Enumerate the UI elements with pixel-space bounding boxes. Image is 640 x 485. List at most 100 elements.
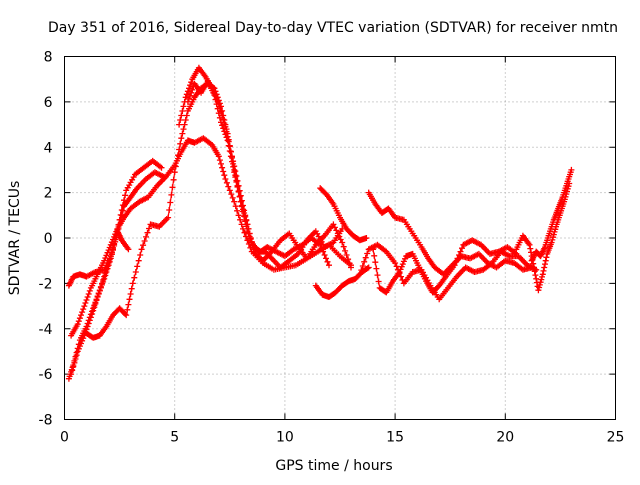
series-trace-4 xyxy=(68,135,354,339)
series-trace-13 xyxy=(528,166,575,264)
data-point xyxy=(536,281,543,288)
data-point xyxy=(123,312,130,319)
data-point xyxy=(320,248,327,255)
y-tick-label: -8 xyxy=(39,413,53,429)
data-point xyxy=(104,265,111,272)
data-point xyxy=(234,177,241,184)
data-point xyxy=(184,88,191,95)
data-point xyxy=(214,105,221,112)
data-point xyxy=(237,192,244,199)
data-point xyxy=(106,258,113,265)
data-point xyxy=(140,242,147,249)
data-point xyxy=(340,243,347,250)
data-point xyxy=(78,312,84,319)
data-point xyxy=(86,287,93,294)
data-point xyxy=(137,252,144,258)
data-point xyxy=(238,203,245,210)
data-point xyxy=(215,153,222,160)
data-point xyxy=(218,119,224,126)
data-point xyxy=(243,223,250,230)
data-point xyxy=(223,134,230,141)
data-point xyxy=(550,231,557,238)
data-point xyxy=(125,301,132,308)
data-point xyxy=(566,180,573,187)
data-point xyxy=(122,311,129,317)
data-point xyxy=(231,163,238,170)
data-point xyxy=(219,164,226,171)
data-point xyxy=(240,208,246,215)
data-point xyxy=(89,311,96,317)
data-point xyxy=(240,225,246,232)
data-point xyxy=(245,230,252,237)
data-point xyxy=(235,212,242,219)
series-trace-1 xyxy=(65,228,132,289)
y-tick-label: 6 xyxy=(44,95,53,111)
data-point xyxy=(188,79,195,86)
data-point xyxy=(103,269,110,275)
data-point xyxy=(144,229,151,236)
data-point xyxy=(173,157,180,164)
data-point xyxy=(219,122,226,129)
data-point xyxy=(233,179,240,185)
data-point xyxy=(177,140,184,147)
data-point xyxy=(189,86,196,93)
data-point xyxy=(362,254,369,261)
data-point xyxy=(541,264,548,271)
data-point xyxy=(543,254,550,261)
data-point xyxy=(232,174,239,181)
data-point xyxy=(568,166,575,173)
data-point xyxy=(93,297,100,304)
data-point xyxy=(216,157,223,164)
data-point xyxy=(374,272,381,279)
data-point xyxy=(529,256,536,263)
y-tick-label: 2 xyxy=(44,186,53,202)
data-point xyxy=(535,287,542,294)
data-point xyxy=(108,251,115,258)
data-point xyxy=(216,114,223,121)
data-point xyxy=(215,110,222,117)
data-point xyxy=(370,246,377,253)
data-point xyxy=(75,345,82,352)
data-point xyxy=(186,85,192,92)
data-point xyxy=(179,108,186,114)
data-point xyxy=(227,153,234,160)
data-point xyxy=(539,271,546,278)
data-point xyxy=(528,249,534,256)
data-point xyxy=(373,265,380,272)
x-axis-label: GPS time / hours xyxy=(275,458,392,474)
series-trace-7 xyxy=(184,78,332,269)
data-point xyxy=(565,183,572,190)
data-point xyxy=(80,306,87,313)
data-point xyxy=(459,245,465,252)
data-point xyxy=(180,103,187,110)
data-point xyxy=(181,121,188,128)
data-point xyxy=(85,291,92,297)
data-point xyxy=(229,194,236,201)
data-point xyxy=(111,233,118,240)
data-point xyxy=(132,269,139,275)
data-point xyxy=(119,207,126,214)
data-point xyxy=(138,246,145,253)
data-point xyxy=(131,274,138,281)
data-point xyxy=(365,264,372,271)
data-point xyxy=(363,235,370,241)
data-point xyxy=(169,184,176,191)
data-point xyxy=(84,294,91,300)
data-point xyxy=(326,262,332,269)
data-point xyxy=(562,193,569,200)
data-point xyxy=(249,241,256,248)
data-point xyxy=(317,241,324,248)
data-point xyxy=(345,256,352,263)
data-point xyxy=(81,303,88,310)
data-point xyxy=(532,272,539,279)
x-tick-label: 0 xyxy=(60,430,69,446)
data-point xyxy=(71,359,78,366)
data-point xyxy=(241,213,248,220)
data-point xyxy=(183,112,190,119)
series-trace-10 xyxy=(365,189,535,278)
data-point xyxy=(233,173,240,179)
data-point xyxy=(220,125,227,132)
y-tick-label: -2 xyxy=(39,276,53,292)
